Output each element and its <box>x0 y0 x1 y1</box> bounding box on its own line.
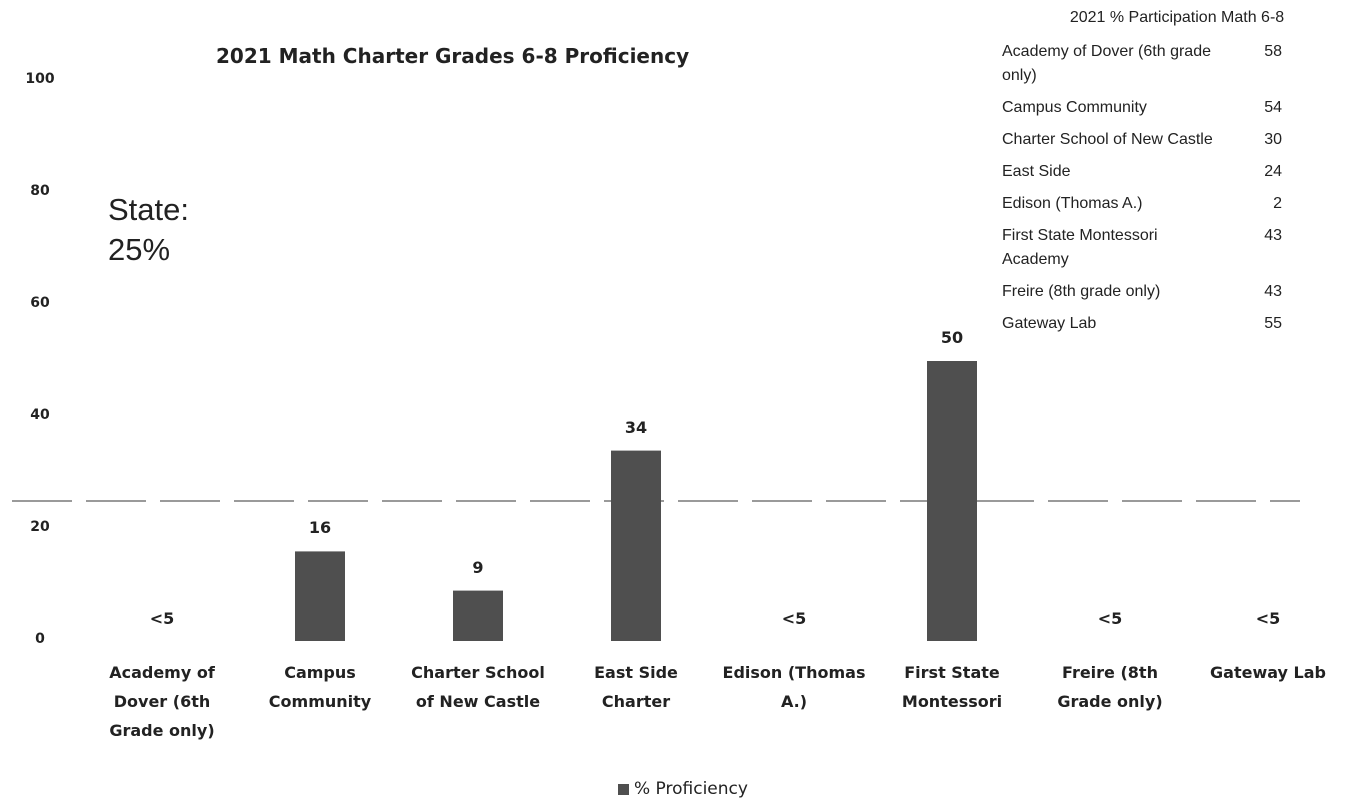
table-school: East Side <box>1002 163 1071 180</box>
data-label: 16 <box>308 518 332 538</box>
table-school: Gateway Lab <box>1002 315 1097 332</box>
x-tick-label: Freire (8th Grade only) <box>1057 663 1163 711</box>
y-tick-label: 40 <box>30 407 50 423</box>
table-school: Edison (Thomas A.) <box>1002 195 1143 212</box>
table-row: East Side 24 <box>1002 156 1332 188</box>
x-tick-label: East Side Charter <box>594 663 678 711</box>
table-row: Edison (Thomas A.) 2 <box>1002 188 1332 220</box>
table-row: First State Montessori Academy 43 <box>1002 220 1332 276</box>
table-row: Charter School of New Castle 30 <box>1002 124 1332 156</box>
x-tick-label: Edison (Thomas A.) <box>722 663 866 711</box>
x-tick-label: First State Montessori <box>901 663 1003 711</box>
table-value: 43 <box>1264 227 1282 244</box>
table-school: Freire (8th grade only) <box>1002 283 1161 300</box>
bar <box>295 551 345 641</box>
data-label: 9 <box>472 557 484 577</box>
x-tick-label: Gateway Lab <box>1210 663 1326 682</box>
y-tick-label: 100 <box>25 71 55 87</box>
data-label: 50 <box>940 328 964 347</box>
x-tick-label: Academy of Dover (6th Grade only) <box>109 663 215 740</box>
table-value: 2 <box>1273 195 1282 212</box>
table-row: Freire (8th grade only) 43 <box>1002 276 1332 308</box>
data-label: <5 <box>781 609 807 628</box>
table-value: 43 <box>1264 283 1282 300</box>
table-value: 54 <box>1264 99 1282 116</box>
table-school: Charter School of New Castle <box>1002 131 1213 148</box>
data-label: <5 <box>1255 609 1281 628</box>
bar <box>453 590 503 641</box>
bar <box>927 361 977 641</box>
table-body: Academy of Dover (6th grade only) 58 Campu… <box>1002 36 1332 340</box>
table-value: 55 <box>1264 315 1282 332</box>
y-tick-label: 0 <box>35 631 45 647</box>
table-row: Gateway Lab 55 <box>1002 308 1332 340</box>
table-value: 24 <box>1264 163 1282 180</box>
bar <box>611 450 661 641</box>
legend-label: % Proficiency <box>634 779 748 799</box>
x-tick-label: Charter School of New Castle <box>411 663 545 711</box>
data-label: 34 <box>624 417 648 437</box>
y-tick-label: 60 <box>30 295 50 311</box>
chart-title: 2021 Math Charter Grades 6-8 Proficiency <box>216 44 690 68</box>
data-label: <5 <box>1097 609 1123 628</box>
table-value: 58 <box>1264 43 1282 60</box>
table-value: 30 <box>1264 131 1282 148</box>
legend-swatch <box>618 784 629 795</box>
y-tick-label: 20 <box>30 519 50 535</box>
annotation: State: 25% <box>108 192 189 267</box>
table-school: Academy of Dover (6th grade only) <box>1002 43 1211 84</box>
y-tick-label: 80 <box>30 183 50 199</box>
table-row: Academy of Dover (6th grade only) 58 <box>1002 36 1332 92</box>
table-school: First State Montessori Academy <box>1002 227 1158 268</box>
x-tick-label: Campus Community <box>268 663 372 711</box>
table-row: Campus Community 54 <box>1002 92 1332 124</box>
table-title: 2021 % Participation Math 6-8 <box>1069 9 1285 26</box>
participation-table: 2021 % Participation Math 6-8 Academy of… <box>1002 6 1332 340</box>
data-label: <5 <box>149 609 175 628</box>
table-school: Campus Community <box>1002 99 1147 116</box>
